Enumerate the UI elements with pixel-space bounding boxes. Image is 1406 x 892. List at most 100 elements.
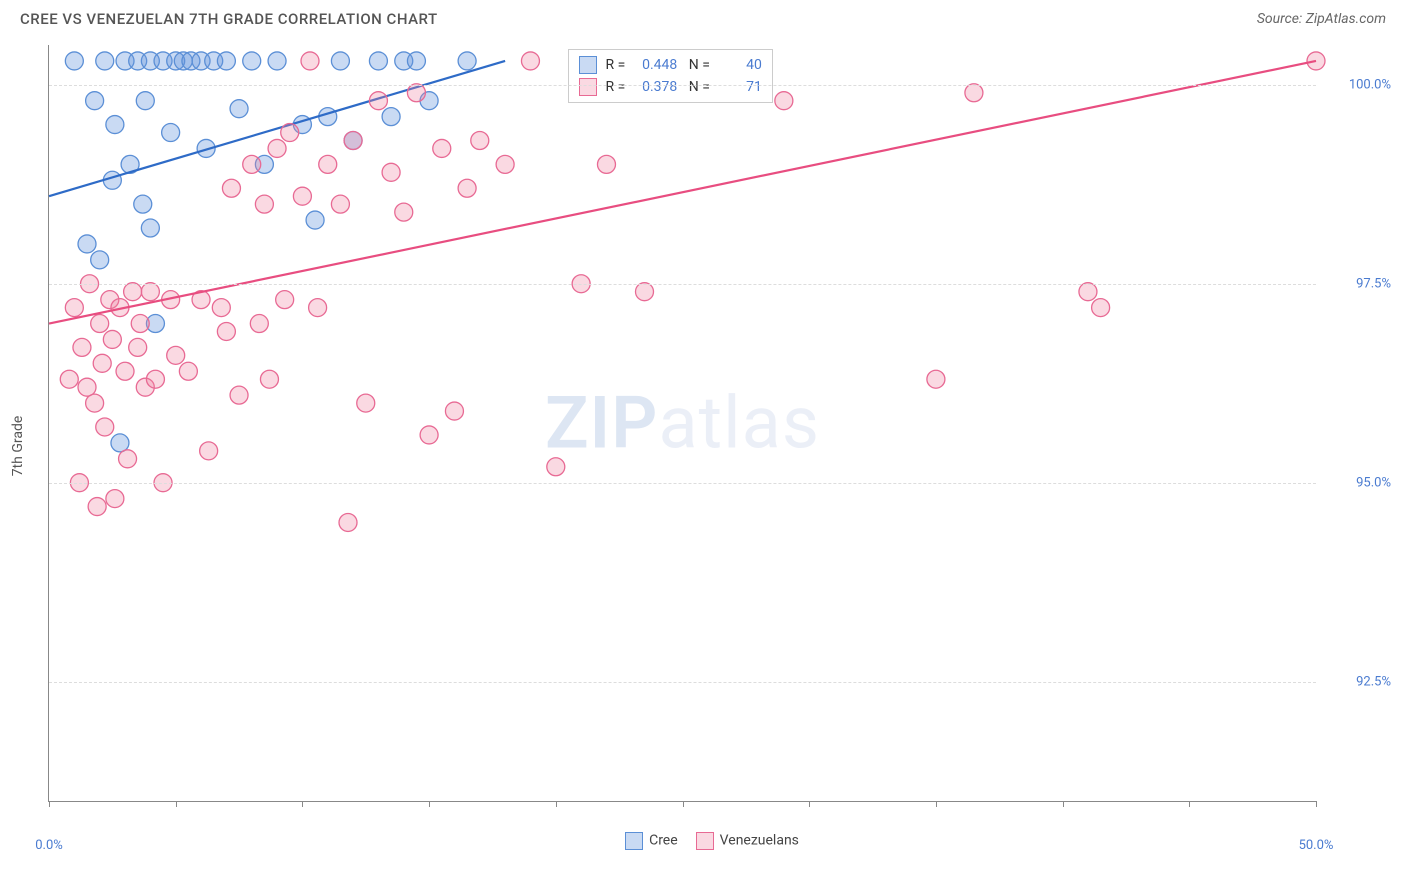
data-point	[86, 394, 104, 412]
legend-stats-box: R = 0.448 N = 40 R = 0.378 N = 71	[568, 49, 772, 103]
data-point	[78, 235, 96, 253]
stat-r-value: 0.448	[633, 57, 677, 73]
data-point	[96, 418, 114, 436]
y-tick-label: 95.0%	[1326, 475, 1391, 490]
data-point	[96, 52, 114, 70]
x-tick	[556, 801, 557, 807]
data-point	[407, 84, 425, 102]
bottom-legend-label: Cree	[649, 833, 678, 849]
stat-n-value: 40	[718, 57, 762, 73]
data-point	[141, 283, 159, 301]
data-point	[119, 450, 137, 468]
data-point	[344, 131, 362, 149]
data-point	[103, 330, 121, 348]
chart-plot-area: ZIPatlas R = 0.448 N = 40 R = 0.378 N = …	[48, 45, 1316, 802]
data-point	[230, 386, 248, 404]
stat-n-label: N =	[685, 79, 710, 95]
y-tick-label: 100.0%	[1326, 77, 1391, 92]
data-point	[331, 195, 349, 213]
stat-r-value: 0.378	[633, 79, 677, 95]
data-point	[217, 322, 235, 340]
data-point	[496, 155, 514, 173]
data-point	[129, 338, 147, 356]
data-point	[331, 52, 349, 70]
data-point	[309, 299, 327, 317]
data-point	[382, 108, 400, 126]
data-point	[597, 155, 615, 173]
chart-source: Source: ZipAtlas.com	[1257, 11, 1386, 27]
data-point	[124, 283, 142, 301]
data-point	[293, 187, 311, 205]
data-point	[382, 163, 400, 181]
data-point	[65, 299, 83, 317]
data-point	[927, 370, 945, 388]
data-point	[301, 52, 319, 70]
data-point	[91, 251, 109, 269]
data-point	[1079, 283, 1097, 301]
gridline-h	[49, 85, 1316, 86]
data-point	[260, 370, 278, 388]
chart-header: CREE VS VENEZUELAN 7TH GRADE CORRELATION…	[0, 0, 1406, 36]
data-point	[369, 92, 387, 110]
data-point	[268, 52, 286, 70]
y-axis-title: 7th Grade	[10, 416, 26, 477]
data-point	[65, 52, 83, 70]
data-point	[217, 52, 235, 70]
data-point	[93, 354, 111, 372]
x-tick	[1316, 801, 1317, 807]
y-tick-label: 92.5%	[1326, 674, 1391, 689]
bottom-legend-swatch	[625, 832, 643, 850]
legend-swatch	[579, 56, 597, 74]
data-point	[471, 131, 489, 149]
data-point	[369, 52, 387, 70]
data-point	[319, 108, 337, 126]
bottom-legend: Cree Venezuelans	[0, 832, 1406, 850]
data-point	[407, 52, 425, 70]
data-point	[212, 299, 230, 317]
gridline-h	[49, 682, 1316, 683]
x-tick	[302, 801, 303, 807]
data-point	[635, 283, 653, 301]
legend-swatch	[579, 78, 597, 96]
data-point	[162, 124, 180, 142]
x-tick	[1189, 801, 1190, 807]
data-point	[111, 434, 129, 452]
x-tick	[1063, 801, 1064, 807]
data-point	[965, 84, 983, 102]
data-point	[73, 338, 91, 356]
x-tick	[683, 801, 684, 807]
data-point	[458, 52, 476, 70]
y-tick-label: 97.5%	[1326, 276, 1391, 291]
data-point	[1307, 52, 1325, 70]
x-tick	[176, 801, 177, 807]
data-point	[146, 370, 164, 388]
data-point	[78, 378, 96, 396]
data-point	[458, 179, 476, 197]
data-point	[106, 490, 124, 508]
data-point	[420, 426, 438, 444]
data-point	[179, 362, 197, 380]
x-tick	[936, 801, 937, 807]
chart-title: CREE VS VENEZUELAN 7TH GRADE CORRELATION…	[20, 10, 438, 28]
data-point	[243, 52, 261, 70]
data-point	[281, 124, 299, 142]
x-tick	[429, 801, 430, 807]
data-point	[243, 155, 261, 173]
stat-r-label: R =	[605, 57, 625, 73]
data-point	[200, 442, 218, 460]
data-point	[339, 513, 357, 531]
data-point	[445, 402, 463, 420]
data-point	[268, 139, 286, 157]
data-point	[134, 195, 152, 213]
bottom-legend-label: Venezuelans	[720, 833, 799, 849]
data-point	[319, 155, 337, 173]
data-point	[433, 139, 451, 157]
data-point	[106, 116, 124, 134]
data-point	[86, 92, 104, 110]
data-point	[60, 370, 78, 388]
data-point	[1092, 299, 1110, 317]
data-point	[136, 92, 154, 110]
gridline-h	[49, 284, 1316, 285]
legend-stats-row: R = 0.378 N = 71	[579, 76, 761, 98]
data-point	[547, 458, 565, 476]
